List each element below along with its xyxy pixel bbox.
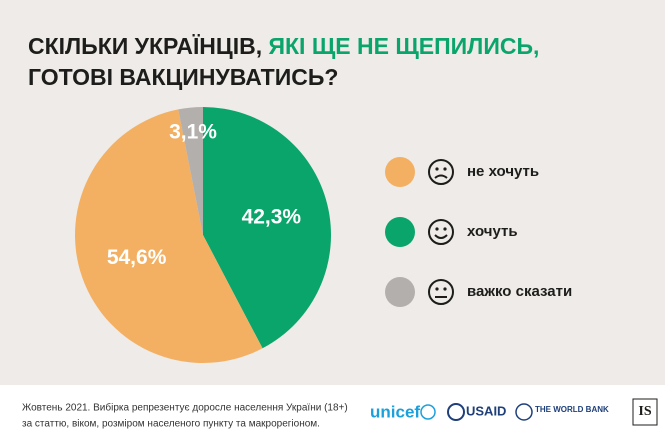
logo: THE WORLD BANK [535, 405, 609, 414]
legend-face-eye [435, 167, 439, 171]
legend-face [428, 159, 454, 185]
logo-icon [420, 404, 436, 420]
footer-note: за статтю, віком, розміром населеного пу… [22, 419, 320, 430]
legend: не хочуть хочуть важко сказати [385, 157, 572, 307]
legend-face-eye [443, 227, 447, 231]
footer-background [0, 385, 665, 443]
legend-face-mouth [434, 234, 448, 239]
legend-label: хочуть [467, 223, 518, 240]
legend-swatch [385, 217, 415, 247]
slice-label: 42,3% [242, 206, 302, 229]
legend-face [428, 219, 454, 245]
title-part: СКІЛЬКИ УКРАЇНЦІВ, [28, 33, 262, 59]
legend-face-eye [435, 227, 439, 231]
chart-title: ГОТОВІ ВАКЦИНУВАТИСЬ? [28, 64, 338, 90]
legend-swatch [385, 277, 415, 307]
legend-face-eye [443, 167, 447, 171]
logo: unicef [370, 402, 420, 421]
chart-title: СКІЛЬКИ УКРАЇНЦІВ, ЯКІ ЩЕ НЕ ЩЕПИЛИСЬ, [28, 33, 539, 59]
legend-label: не хочуть [467, 163, 539, 180]
pie: 42,3% 54,6% 3,1% [75, 107, 331, 363]
pie-slice [203, 107, 331, 349]
slice-label: 54,6% [107, 246, 167, 269]
slice-label: 3,1% [169, 121, 217, 144]
legend-label: важко сказати [467, 283, 572, 300]
logo-icon [632, 398, 658, 426]
footer-note: Жовтень 2021. Вибірка репрезентує доросл… [22, 402, 348, 414]
legend-face-eye [443, 287, 447, 291]
pie-slice [178, 107, 203, 235]
legend-face-eye [435, 287, 439, 291]
logo-icon [447, 403, 465, 421]
logo: IS [638, 404, 651, 419]
legend-face-mouth [434, 174, 448, 179]
logo-icon [515, 403, 533, 421]
title-part: ЯКІ ЩЕ НЕ ЩЕПИЛИСЬ, [268, 33, 539, 59]
legend-face [428, 279, 454, 305]
pie-slice [75, 109, 263, 363]
logo: USAID [466, 403, 506, 418]
legend-swatch [385, 157, 415, 187]
